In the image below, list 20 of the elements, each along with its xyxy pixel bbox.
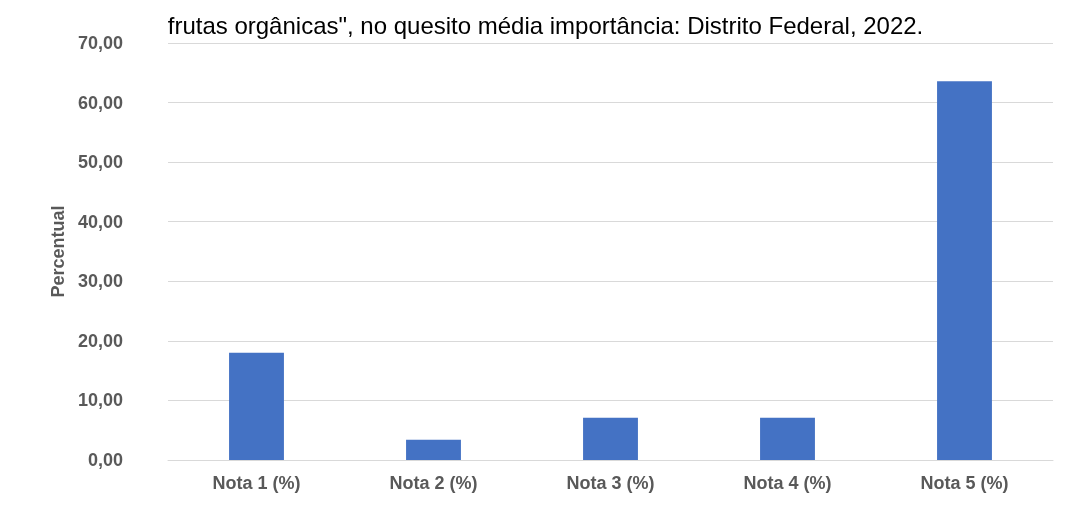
bar (760, 417, 815, 460)
y-axis-title: Percentual (48, 205, 69, 298)
y-tick-label: 0,00 (87, 450, 123, 470)
y-tick-label: 30,00 (77, 271, 123, 292)
x-tick-label: Nota 1 (%) (212, 473, 301, 493)
x-tick-label: Nota 3 (%) (566, 473, 655, 493)
bar (406, 439, 461, 460)
x-tick-label: Nota 2 (%) (389, 473, 478, 493)
bar (937, 81, 992, 460)
y-tick-label: 10,00 (77, 390, 123, 411)
y-tick-label: 60,00 (77, 92, 123, 113)
bar (583, 417, 638, 460)
chart-title: frutas orgânicas", no quesito média importância: Distrito Federal, 2022. (167, 11, 924, 39)
y-tick-label: 70,00 (77, 33, 123, 53)
y-tick-label: 50,00 (77, 152, 123, 173)
x-tick-label: Nota 5 (%) (920, 473, 1009, 493)
y-tick-label: 40,00 (77, 211, 123, 232)
x-tick-label: Nota 4 (%) (743, 473, 832, 493)
bar (229, 352, 284, 460)
y-tick-label: 20,00 (77, 330, 123, 351)
